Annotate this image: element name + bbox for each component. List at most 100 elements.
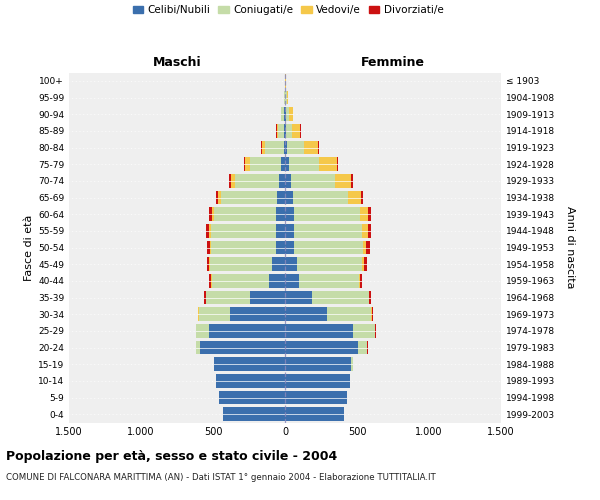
Bar [285, 140, 287, 154]
Bar [209, 240, 211, 254]
Bar [285, 258, 297, 271]
Bar [287, 90, 288, 104]
Bar [363, 240, 367, 254]
Bar [235, 174, 279, 188]
Bar [212, 208, 214, 221]
Bar [291, 174, 335, 188]
Bar [265, 140, 284, 154]
Bar [206, 290, 250, 304]
Text: COMUNE DI FALCONARA MARITTIMA (AN) - Dati ISTAT 1° gennaio 2004 - Elaborazione T: COMUNE DI FALCONARA MARITTIMA (AN) - Dat… [6, 472, 436, 482]
Bar [216, 374, 285, 388]
Bar [364, 258, 367, 271]
Bar [285, 158, 289, 171]
Bar [219, 390, 285, 404]
Bar [223, 408, 285, 421]
Bar [368, 224, 371, 237]
Text: Popolazione per età, sesso e stato civile - 2004: Popolazione per età, sesso e stato civil… [6, 450, 337, 463]
Bar [196, 324, 209, 338]
Bar [196, 340, 200, 354]
Bar [275, 208, 285, 221]
Bar [287, 140, 304, 154]
Bar [269, 274, 285, 287]
Bar [230, 308, 285, 321]
Bar [272, 258, 285, 271]
Bar [369, 290, 371, 304]
Bar [292, 124, 300, 138]
Bar [214, 358, 285, 371]
Bar [285, 274, 299, 287]
Bar [275, 224, 285, 237]
Bar [285, 174, 291, 188]
Bar [285, 390, 347, 404]
Bar [337, 158, 338, 171]
Bar [295, 240, 363, 254]
Bar [297, 258, 362, 271]
Bar [358, 340, 367, 354]
Bar [204, 290, 206, 304]
Bar [359, 274, 361, 287]
Bar [360, 208, 368, 221]
Bar [206, 224, 209, 237]
Bar [207, 240, 209, 254]
Bar [311, 290, 368, 304]
Bar [214, 208, 275, 221]
Bar [351, 358, 353, 371]
Bar [293, 208, 360, 221]
Bar [285, 224, 293, 237]
Bar [230, 174, 235, 188]
Bar [285, 108, 286, 121]
Bar [285, 374, 350, 388]
Bar [250, 290, 285, 304]
Bar [361, 190, 363, 204]
Bar [284, 140, 285, 154]
Bar [293, 190, 349, 204]
Bar [349, 190, 361, 204]
Bar [362, 258, 364, 271]
Bar [281, 158, 285, 171]
Bar [250, 158, 281, 171]
Bar [279, 174, 285, 188]
Bar [293, 224, 362, 237]
Bar [285, 324, 353, 338]
Bar [211, 240, 275, 254]
Bar [245, 158, 250, 171]
Bar [275, 240, 285, 254]
Bar [285, 408, 344, 421]
Bar [367, 240, 370, 254]
Bar [284, 124, 285, 138]
Bar [335, 174, 351, 188]
Bar [277, 190, 285, 204]
Bar [262, 140, 265, 154]
Bar [286, 108, 289, 121]
Bar [285, 124, 286, 138]
Bar [278, 124, 284, 138]
Bar [285, 308, 327, 321]
Bar [209, 274, 211, 287]
Y-axis label: Anni di nascita: Anni di nascita [565, 206, 575, 288]
Bar [372, 308, 373, 321]
Bar [198, 308, 199, 321]
Bar [221, 190, 277, 204]
Bar [261, 140, 262, 154]
Bar [299, 274, 359, 287]
Bar [281, 108, 284, 121]
Bar [285, 340, 358, 354]
Bar [319, 158, 337, 171]
Bar [289, 108, 293, 121]
Bar [286, 124, 292, 138]
Bar [209, 258, 210, 271]
Bar [218, 190, 221, 204]
Bar [285, 190, 293, 204]
Bar [286, 90, 287, 104]
Bar [285, 240, 295, 254]
Bar [210, 258, 272, 271]
Bar [285, 358, 351, 371]
Bar [361, 274, 362, 287]
Bar [209, 208, 212, 221]
Bar [277, 124, 278, 138]
Bar [207, 258, 209, 271]
Bar [212, 274, 269, 287]
Y-axis label: Fasce di età: Fasce di età [24, 214, 34, 280]
Bar [211, 224, 275, 237]
Text: Maschi: Maschi [152, 56, 202, 69]
